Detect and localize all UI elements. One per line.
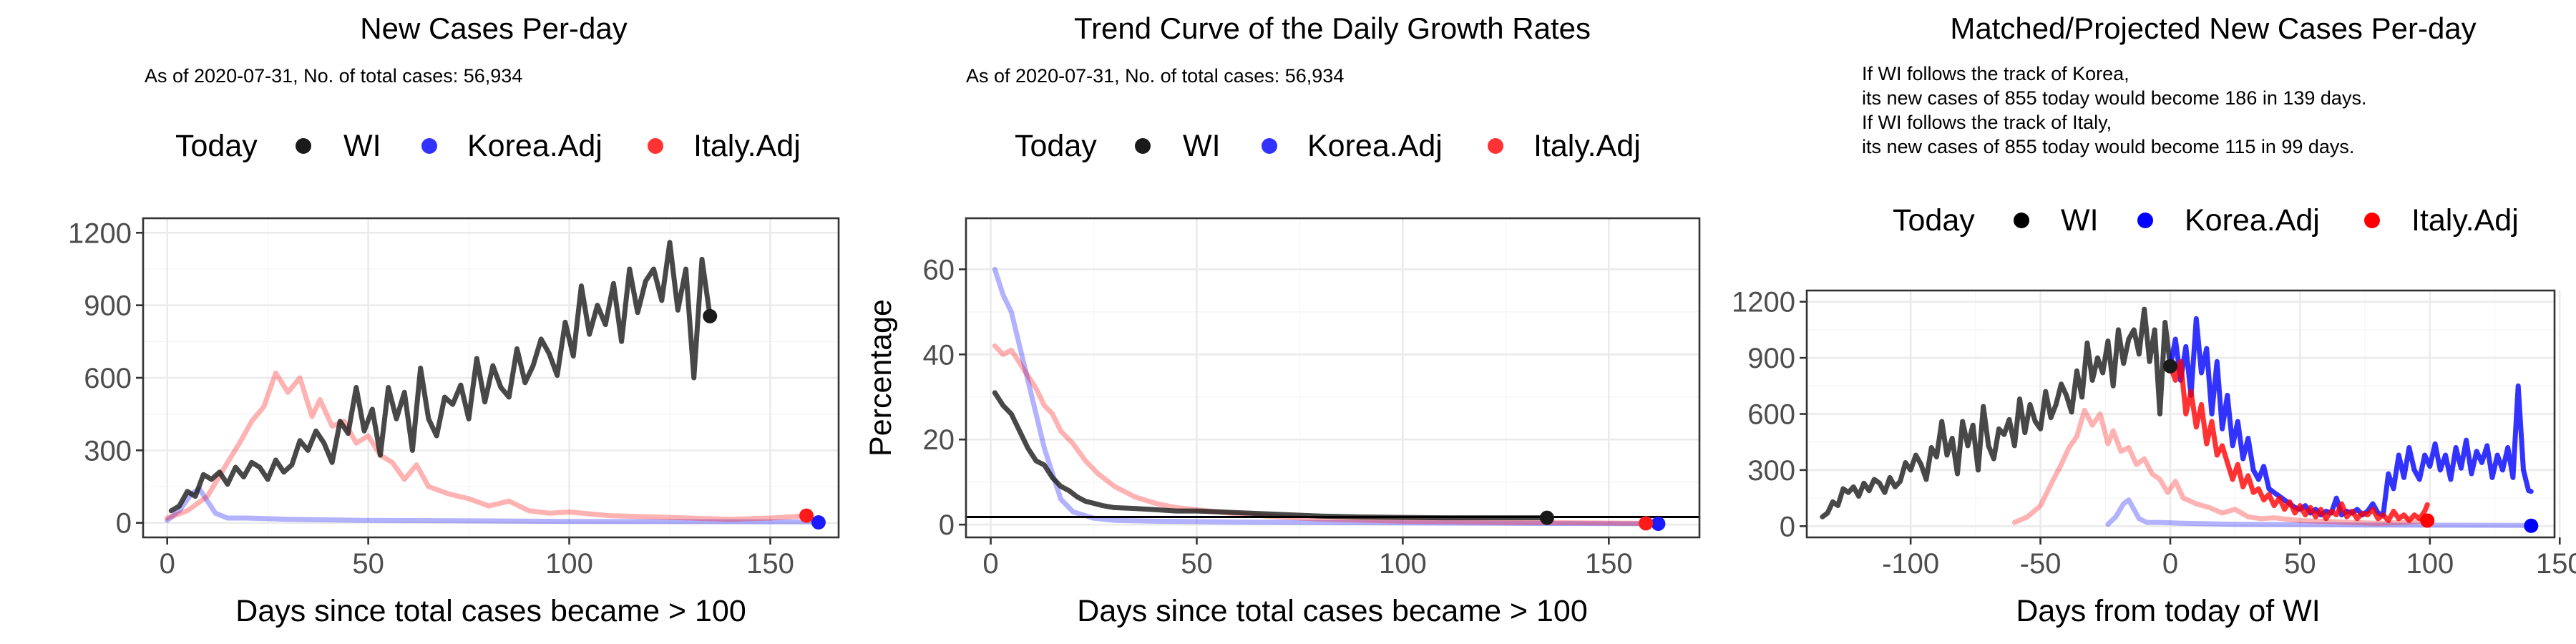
legend-label-wi: WI [1183, 129, 1221, 163]
legend-marker-wi [296, 138, 311, 154]
chart-title: Trend Curve of the Daily Growth Rates [1074, 11, 1591, 45]
y-axis-label: Percentage [864, 299, 898, 457]
chart-note-line-4: its new cases of 855 today would become … [1862, 136, 2354, 157]
today-point-wi [703, 308, 718, 323]
y-tick-label: 0 [1780, 511, 1795, 542]
legend-label-korea: Korea.Adj [1307, 129, 1443, 163]
legend-label-wi: WI [2061, 203, 2099, 238]
plot-area [1820, 306, 2539, 533]
x-tick-label: -50 [2020, 548, 2062, 580]
today-point-korea-adj [811, 515, 826, 530]
today-point-wi [2162, 358, 2177, 374]
axes: 0 50 100 150 0 300 600 900 1200 [68, 218, 794, 580]
legend: Today WI Korea.Adj Italy.Adj [175, 129, 801, 163]
x-axis-label: Days since total cases became > 100 [235, 594, 746, 628]
legend-marker-korea [1262, 138, 1277, 154]
today-point-korea-adj [2524, 518, 2539, 533]
chart-subtitle: As of 2020-07-31, No. of total cases: 56… [145, 65, 522, 87]
x-tick-label: 100 [2406, 548, 2454, 580]
legend-label-korea: Korea.Adj [2185, 203, 2320, 238]
legend: Today WI Korea.Adj Italy.Adj [1893, 203, 2519, 238]
legend-marker-italy [2364, 213, 2380, 228]
y-tick-label: 1200 [68, 218, 132, 249]
x-axis-label: Days since total cases became > 100 [1077, 594, 1587, 628]
plot-grid [1807, 291, 2561, 537]
chart-note-line-1: If WI follows the track of Korea, [1862, 63, 2129, 84]
y-tick-label: 300 [84, 435, 132, 467]
y-tick-label: 20 [923, 424, 955, 456]
plot-area [165, 240, 826, 530]
legend-marker-korea [421, 138, 437, 154]
legend-label-italy: Italy.Adj [1533, 129, 1641, 163]
chart-subtitle: As of 2020-07-31, No. of total cases: 56… [966, 65, 1344, 87]
legend-marker-wi [2014, 213, 2029, 228]
panel-growth-rates: Trend Curve of the Daily Growth Rates As… [864, 11, 1701, 628]
chart-title: New Cases Per-day [360, 11, 627, 45]
y-tick-label: 600 [84, 363, 132, 394]
legend-marker-italy [648, 138, 663, 154]
today-point-korea-adj [1651, 516, 1666, 531]
today-point-italy-adj [1639, 516, 1654, 531]
legend-marker-korea [2137, 213, 2153, 228]
legend-marker-wi [1135, 138, 1151, 154]
x-tick-label: 100 [545, 548, 593, 580]
chart-title: Matched/Projected New Cases Per-day [1950, 11, 2476, 45]
legend-title: Today [175, 129, 258, 163]
legend-label-korea: Korea.Adj [467, 129, 602, 163]
x-tick-label: 50 [2284, 548, 2316, 580]
series-line-korea-adj [992, 266, 1661, 527]
legend-marker-italy [1488, 138, 1503, 154]
chart-note-line-3: If WI follows the track of Italy, [1862, 112, 2112, 133]
y-tick-label: 40 [923, 339, 955, 371]
series-line-italy-adj-projected [2167, 358, 2430, 523]
today-point-italy-adj [2420, 513, 2435, 528]
plot-frame [965, 217, 1701, 539]
series-line-italy-adj [992, 343, 1653, 526]
x-tick-label: 50 [352, 548, 384, 580]
x-axis-label: Days from today of WI [2016, 594, 2320, 628]
today-point-wi [1539, 510, 1554, 525]
x-tick-label: -100 [1882, 548, 1939, 580]
series-line-wi [992, 390, 1550, 521]
legend-label-italy: Italy.Adj [693, 129, 801, 163]
x-tick-label: 50 [1181, 548, 1213, 580]
x-tick-label: 0 [160, 548, 175, 580]
y-tick-label: 900 [84, 291, 132, 322]
series-line-wi [1820, 306, 2173, 519]
y-tick-label: 0 [939, 509, 955, 541]
x-tick-label: 150 [746, 548, 794, 580]
legend-label-italy: Italy.Adj [2411, 203, 2519, 238]
plot-grid [966, 218, 1699, 537]
axes: -100 -50 0 50 100 150 0 300 600 900 1200 [1732, 287, 2576, 580]
panel-matched-projected: Matched/Projected New Cases Per-day If W… [1732, 11, 2576, 628]
legend-title: Today [1015, 129, 1097, 163]
y-tick-label: 600 [1747, 399, 1795, 431]
y-tick-label: 300 [1747, 455, 1795, 487]
y-tick-label: 60 [923, 254, 955, 286]
series-line-italy-adj-matched [2011, 407, 2433, 526]
y-tick-label: 900 [1747, 343, 1795, 374]
y-tick-label: 0 [116, 508, 132, 540]
today-point-italy-adj [799, 508, 814, 523]
x-tick-label: 0 [982, 548, 998, 580]
plot-area [966, 266, 1699, 531]
series-line-korea-adj-projected [2167, 316, 2534, 518]
series-line-wi [168, 240, 713, 514]
legend-label-wi: WI [343, 129, 381, 163]
legend: Today WI Korea.Adj Italy.Adj [1015, 129, 1641, 163]
chart-note-line-2: its new cases of 855 today would become … [1862, 87, 2366, 109]
series-line-korea-adj-matched [2105, 497, 2532, 529]
panel-new-cases-per-day: New Cases Per-day As of 2020-07-31, No. … [68, 11, 840, 628]
series-line-italy-adj [165, 370, 814, 522]
axes: 0 50 100 150 0 20 40 60 [923, 254, 1633, 580]
x-tick-label: 150 [2536, 548, 2576, 580]
y-tick-label: 1200 [1732, 287, 1795, 318]
x-tick-label: 100 [1379, 548, 1427, 580]
x-tick-label: 0 [2162, 548, 2178, 580]
x-tick-label: 150 [1585, 548, 1633, 580]
legend-title: Today [1893, 203, 1975, 238]
series-line-korea-adj [165, 486, 821, 526]
